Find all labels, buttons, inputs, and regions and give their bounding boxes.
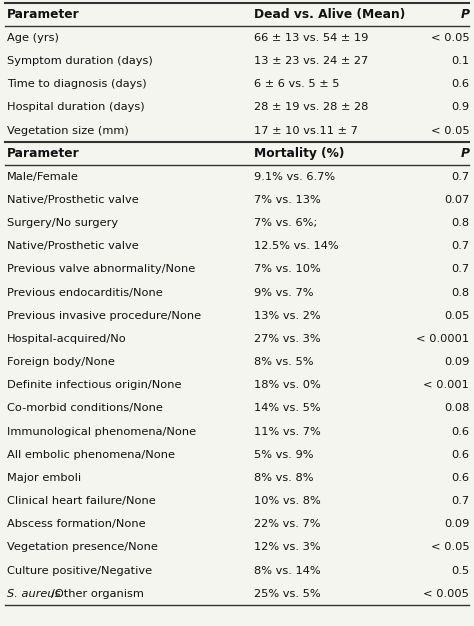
- Text: /Other organism: /Other organism: [51, 589, 144, 598]
- Text: Mortality (%): Mortality (%): [254, 147, 344, 160]
- Text: Hospital-acquired/No: Hospital-acquired/No: [7, 334, 127, 344]
- Text: Parameter: Parameter: [7, 147, 80, 160]
- Text: < 0.05: < 0.05: [431, 543, 469, 552]
- Text: Hospital duration (days): Hospital duration (days): [7, 103, 145, 112]
- Text: < 0.005: < 0.005: [423, 589, 469, 598]
- Text: 0.1: 0.1: [451, 56, 469, 66]
- Text: 13 ± 23 vs. 24 ± 27: 13 ± 23 vs. 24 ± 27: [254, 56, 368, 66]
- Text: < 0.05: < 0.05: [431, 33, 469, 43]
- Text: 0.7: 0.7: [451, 242, 469, 251]
- Text: 0.08: 0.08: [444, 404, 469, 413]
- Text: Dead vs. Alive (Mean): Dead vs. Alive (Mean): [254, 8, 405, 21]
- Text: 0.6: 0.6: [451, 450, 469, 459]
- Text: < 0.0001: < 0.0001: [416, 334, 469, 344]
- Text: 0.8: 0.8: [451, 288, 469, 297]
- Text: 66 ± 13 vs. 54 ± 19: 66 ± 13 vs. 54 ± 19: [254, 33, 368, 43]
- Text: 7% vs. 10%: 7% vs. 10%: [254, 265, 320, 274]
- Text: 7% vs. 13%: 7% vs. 13%: [254, 195, 320, 205]
- Text: 0.09: 0.09: [444, 520, 469, 529]
- Text: Vegetation size (mm): Vegetation size (mm): [7, 126, 129, 135]
- Text: 0.9: 0.9: [451, 103, 469, 112]
- Text: Major emboli: Major emboli: [7, 473, 81, 483]
- Text: 0.7: 0.7: [451, 265, 469, 274]
- Text: 14% vs. 5%: 14% vs. 5%: [254, 404, 320, 413]
- Text: < 0.05: < 0.05: [431, 126, 469, 135]
- Text: Previous valve abnormality/None: Previous valve abnormality/None: [7, 265, 195, 274]
- Text: 6 ± 6 vs. 5 ± 5: 6 ± 6 vs. 5 ± 5: [254, 80, 339, 89]
- Text: 22% vs. 7%: 22% vs. 7%: [254, 520, 320, 529]
- Text: 25% vs. 5%: 25% vs. 5%: [254, 589, 320, 598]
- Text: P: P: [460, 147, 469, 160]
- Text: Culture positive/Negative: Culture positive/Negative: [7, 566, 152, 575]
- Text: < 0.001: < 0.001: [423, 381, 469, 390]
- Text: 0.7: 0.7: [451, 172, 469, 182]
- Text: 0.8: 0.8: [451, 218, 469, 228]
- Text: Vegetation presence/None: Vegetation presence/None: [7, 543, 158, 552]
- Text: 8% vs. 8%: 8% vs. 8%: [254, 473, 313, 483]
- Text: 10% vs. 8%: 10% vs. 8%: [254, 496, 320, 506]
- Text: Previous invasive procedure/None: Previous invasive procedure/None: [7, 311, 201, 321]
- Text: Male/Female: Male/Female: [7, 172, 79, 182]
- Text: 11% vs. 7%: 11% vs. 7%: [254, 427, 320, 436]
- Text: 28 ± 19 vs. 28 ± 28: 28 ± 19 vs. 28 ± 28: [254, 103, 368, 112]
- Text: Definite infectious origin/None: Definite infectious origin/None: [7, 381, 182, 390]
- Text: Immunological phenomena/None: Immunological phenomena/None: [7, 427, 196, 436]
- Text: 9.1% vs. 6.7%: 9.1% vs. 6.7%: [254, 172, 335, 182]
- Text: 0.6: 0.6: [451, 473, 469, 483]
- Text: 8% vs. 14%: 8% vs. 14%: [254, 566, 320, 575]
- Text: 13% vs. 2%: 13% vs. 2%: [254, 311, 320, 321]
- Text: Parameter: Parameter: [7, 8, 80, 21]
- Text: 0.05: 0.05: [444, 311, 469, 321]
- Text: All embolic phenomena/None: All embolic phenomena/None: [7, 450, 175, 459]
- Text: 0.09: 0.09: [444, 357, 469, 367]
- Text: 0.6: 0.6: [451, 80, 469, 89]
- Text: Symptom duration (days): Symptom duration (days): [7, 56, 153, 66]
- Text: Native/Prosthetic valve: Native/Prosthetic valve: [7, 242, 139, 251]
- Text: 8% vs. 5%: 8% vs. 5%: [254, 357, 313, 367]
- Text: 17 ± 10 vs.11 ± 7: 17 ± 10 vs.11 ± 7: [254, 126, 357, 135]
- Text: 0.5: 0.5: [451, 566, 469, 575]
- Text: Age (yrs): Age (yrs): [7, 33, 59, 43]
- Text: S. aureus: S. aureus: [7, 589, 61, 598]
- Text: Foreign body/None: Foreign body/None: [7, 357, 115, 367]
- Text: Previous endocarditis/None: Previous endocarditis/None: [7, 288, 163, 297]
- Text: 12.5% vs. 14%: 12.5% vs. 14%: [254, 242, 338, 251]
- Text: 7% vs. 6%;: 7% vs. 6%;: [254, 218, 317, 228]
- Text: 27% vs. 3%: 27% vs. 3%: [254, 334, 320, 344]
- Text: 9% vs. 7%: 9% vs. 7%: [254, 288, 313, 297]
- Text: Time to diagnosis (days): Time to diagnosis (days): [7, 80, 147, 89]
- Text: 0.07: 0.07: [444, 195, 469, 205]
- Text: Clinical heart failure/None: Clinical heart failure/None: [7, 496, 156, 506]
- Text: Native/Prosthetic valve: Native/Prosthetic valve: [7, 195, 139, 205]
- Text: 0.6: 0.6: [451, 427, 469, 436]
- Text: 0.7: 0.7: [451, 496, 469, 506]
- Text: Co-morbid conditions/None: Co-morbid conditions/None: [7, 404, 163, 413]
- Text: Surgery/No surgery: Surgery/No surgery: [7, 218, 118, 228]
- Text: Abscess formation/None: Abscess formation/None: [7, 520, 146, 529]
- Text: P: P: [460, 8, 469, 21]
- Text: 12% vs. 3%: 12% vs. 3%: [254, 543, 320, 552]
- Text: 5% vs. 9%: 5% vs. 9%: [254, 450, 313, 459]
- Text: 18% vs. 0%: 18% vs. 0%: [254, 381, 320, 390]
